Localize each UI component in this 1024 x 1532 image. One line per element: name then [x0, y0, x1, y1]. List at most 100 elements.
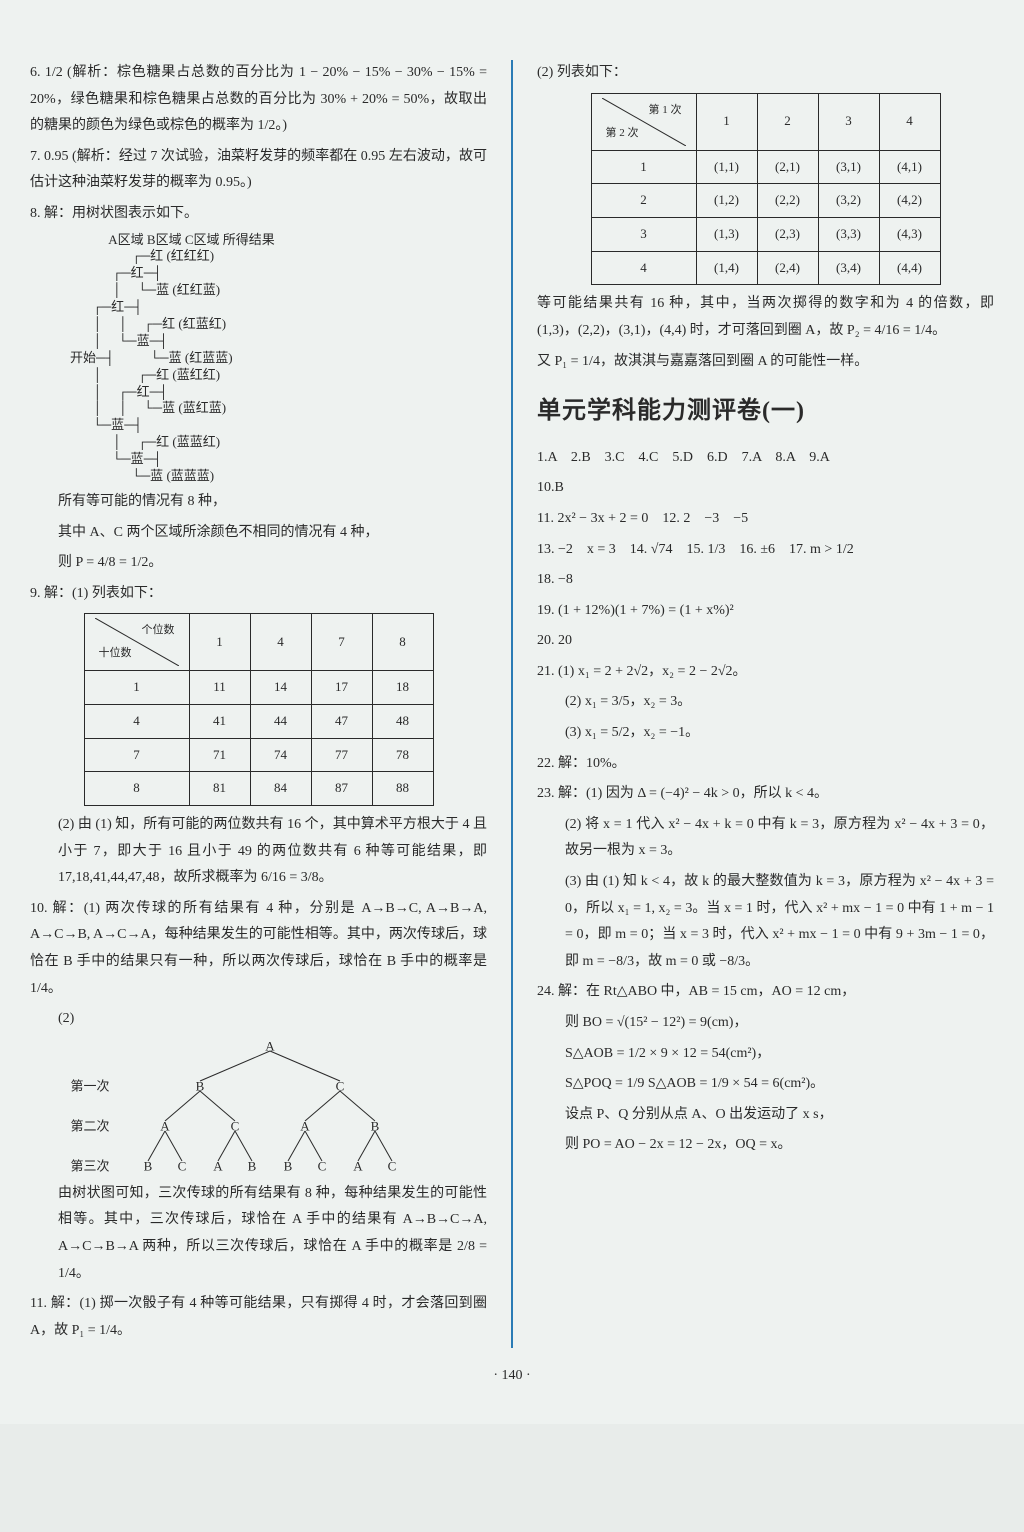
c: 48 [372, 704, 433, 738]
t: 蓝 [111, 417, 124, 432]
t: 红 [156, 434, 169, 449]
q9-col-label: 个位数 [142, 620, 175, 641]
c: (1,3) [696, 217, 757, 251]
c: 77 [311, 738, 372, 772]
r2-intro: (2) 列表如下： [537, 60, 994, 87]
t: 蓝 [131, 451, 144, 466]
q8-tree-header: A区域 B区域 C区域 所得结果 [108, 232, 274, 247]
c: 71 [189, 738, 250, 772]
c: (1,1) [696, 150, 757, 184]
c: 7 [311, 614, 372, 671]
t: 蓝 [162, 400, 175, 415]
t: 红 [111, 299, 124, 314]
c: 2 [591, 184, 696, 218]
a24-2: 则 BO = √(15² − 12²) = 9(cm)， [537, 1010, 994, 1037]
a11: 11. 2x² − 3x + 2 = 0 12. 2 −3 −5 [537, 506, 994, 533]
c: (1,4) [696, 251, 757, 285]
c: 8 [84, 772, 189, 806]
o: (红蓝蓝) [185, 350, 233, 365]
a24-5: 设点 P、Q 分别从点 A、O 出发运动了 x s， [537, 1102, 994, 1129]
a13: 13. −2 x = 3 14. √74 15. 1/3 16. ±6 17. … [537, 537, 994, 564]
page: 6. 1/2 (解析：棕色糖果占总数的百分比为 1 − 20% − 15% − … [0, 0, 1024, 1424]
q9-diag-cell: 个位数 十位数 [84, 614, 189, 671]
t: 蓝 [156, 282, 169, 297]
q8-l2: 其中 A、C 两个区域所涂颜色不相同的情况有 4 种， [30, 520, 487, 547]
c: 18 [372, 671, 433, 705]
q8-l1: 所有等可能的情况有 8 种， [30, 489, 487, 516]
q11-intro: 11. 解：(1) 掷一次骰子有 4 种等可能结果，只有掷得 4 时，才会落回到… [30, 1291, 487, 1344]
c: (4,2) [879, 184, 940, 218]
c: 1 [84, 671, 189, 705]
n: A [160, 1114, 169, 1139]
t: 开始 [70, 350, 96, 365]
a23-3: (3) 由 (1) 知 k < 4，故 k 的最大整数值为 k = 3，原方程为… [537, 869, 994, 975]
c: 47 [311, 704, 372, 738]
c: (2,2) [757, 184, 818, 218]
n: C [178, 1154, 187, 1179]
r2-diag-cell: 第 1 次 第 2 次 [591, 93, 696, 150]
a21-2: (2) x₁ = 3/5，x₂ = 3。 [537, 689, 994, 716]
o: (蓝红红) [172, 367, 220, 382]
n: B [371, 1114, 380, 1139]
c: 1 [696, 93, 757, 150]
c: (2,3) [757, 217, 818, 251]
t: 蓝 [169, 350, 182, 365]
a24-1: 24. 解：在 Rt△ABO 中，AB = 15 cm，AO = 12 cm， [537, 979, 994, 1006]
c: (4,1) [879, 150, 940, 184]
c: (2,1) [757, 150, 818, 184]
c: 84 [250, 772, 311, 806]
o: (红红蓝) [172, 282, 220, 297]
t: 红 [137, 384, 150, 399]
t: 红 [156, 367, 169, 382]
n: 第一次 [70, 1074, 109, 1099]
c: 78 [372, 738, 433, 772]
a21-3: (3) x₁ = 5/2，x₂ = −1。 [537, 720, 994, 747]
n: B [144, 1154, 153, 1179]
q9-l1: (2) 由 (1) 知，所有可能的两位数共有 16 个，其中算术平方根大于 4 … [30, 812, 487, 892]
a22: 22. 解：10%。 [537, 751, 994, 778]
n: C [231, 1114, 240, 1139]
n: A [300, 1114, 309, 1139]
right-column: (2) 列表如下： 第 1 次 第 2 次 1 2 3 4 1(1,1) [533, 60, 994, 1348]
n: B [248, 1154, 257, 1179]
n: A [213, 1154, 222, 1179]
t: 红 [131, 265, 144, 280]
two-column-layout: 6. 1/2 (解析：棕色糖果占总数的百分比为 1 − 20% − 15% − … [30, 60, 994, 1348]
c: 41 [189, 704, 250, 738]
a18: 18. −8 [537, 567, 994, 594]
c: 1 [591, 150, 696, 184]
c: (1,2) [696, 184, 757, 218]
c: (3,1) [818, 150, 879, 184]
c: 88 [372, 772, 433, 806]
n: 第三次 [70, 1154, 109, 1179]
n: B [284, 1154, 293, 1179]
q10-l1: 由树状图可知，三次传球的所有结果有 8 种，每种结果发生的可能性相等。其中，三次… [30, 1181, 487, 1287]
c: 17 [311, 671, 372, 705]
c: 11 [189, 671, 250, 705]
q8-intro: 8. 解：用树状图表示如下。 [30, 201, 487, 228]
o: (蓝蓝红) [172, 434, 220, 449]
o: (蓝红蓝) [178, 400, 226, 415]
c: (4,3) [879, 217, 940, 251]
o: (蓝蓝蓝) [166, 468, 214, 483]
t: 蓝 [137, 333, 150, 348]
n: A [265, 1034, 274, 1059]
c: 4 [84, 704, 189, 738]
t: 蓝 [150, 468, 163, 483]
a23-1: 23. 解：(1) 因为 Δ = (−4)² − 4k > 0，所以 k < 4… [537, 781, 994, 808]
q8-l3: 则 P = 4/8 = 1/2。 [30, 550, 487, 577]
t: 红 [150, 248, 163, 263]
q9-row-label: 十位数 [99, 643, 132, 664]
t: 红 [162, 316, 175, 331]
a19: 19. (1 + 12%)(1 + 7%) = (1 + x%)² [537, 598, 994, 625]
c: 4 [879, 93, 940, 150]
q10-2: (2) [30, 1006, 487, 1033]
c: (4,4) [879, 251, 940, 285]
a23-2: (2) 将 x = 1 代入 x² − 4x + k = 0 中有 k = 3，… [537, 812, 994, 865]
c: 8 [372, 614, 433, 671]
c: 4 [591, 251, 696, 285]
c: (3,4) [818, 251, 879, 285]
c: (2,4) [757, 251, 818, 285]
q6: 6. 1/2 (解析：棕色糖果占总数的百分比为 1 − 20% − 15% − … [30, 60, 487, 140]
a21-1: 21. (1) x₁ = 2 + 2√2，x₂ = 2 − 2√2。 [537, 659, 994, 686]
